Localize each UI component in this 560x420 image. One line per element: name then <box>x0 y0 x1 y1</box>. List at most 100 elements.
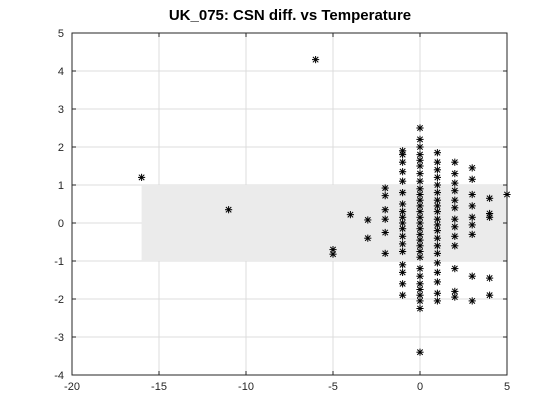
data-point <box>399 232 407 240</box>
data-point <box>486 291 494 299</box>
data-point <box>399 189 407 197</box>
data-point <box>416 170 424 178</box>
data-point <box>381 184 389 192</box>
x-axis-ticks: -20 -15 -10 -5 0 5 <box>64 33 510 393</box>
data-point <box>399 219 407 227</box>
data-point <box>451 187 459 195</box>
data-point <box>433 278 441 286</box>
data-point <box>399 208 407 216</box>
y-tick-label: 3 <box>58 104 64 116</box>
data-point <box>381 215 389 223</box>
data-point <box>433 173 441 181</box>
data-point <box>433 189 441 197</box>
data-point <box>138 173 146 181</box>
data-point <box>399 247 407 256</box>
x-tick-label: -20 <box>64 381 80 393</box>
data-point <box>346 211 354 219</box>
y-tick-label: 5 <box>58 28 64 40</box>
data-point <box>433 181 441 189</box>
data-point <box>451 170 459 178</box>
data-point <box>503 190 511 199</box>
x-tick-label: -15 <box>151 381 167 393</box>
data-point <box>399 200 407 208</box>
data-point <box>399 168 407 176</box>
data-point <box>225 206 233 214</box>
data-point <box>468 190 476 199</box>
y-tick-label: -4 <box>54 370 64 382</box>
data-point <box>451 215 459 223</box>
data-point <box>416 280 424 288</box>
data-point <box>451 196 459 204</box>
data-point <box>433 234 441 242</box>
data-point <box>433 259 441 267</box>
data-point <box>416 291 424 299</box>
data-point <box>416 304 424 313</box>
y-tick-label: -3 <box>54 332 64 344</box>
data-point <box>416 348 424 356</box>
data-point <box>312 56 320 64</box>
data-point <box>433 158 441 166</box>
data-point <box>329 250 337 258</box>
data-point <box>381 249 389 257</box>
data-point <box>416 219 424 227</box>
data-point <box>399 177 407 185</box>
data-point <box>433 208 441 216</box>
data-point <box>486 213 494 221</box>
y-tick-label: 1 <box>58 180 64 192</box>
data-point <box>416 124 424 132</box>
x-tick-label: -10 <box>238 381 254 393</box>
data-point <box>381 192 389 200</box>
data-point <box>451 265 459 273</box>
y-tick-label: -2 <box>54 294 64 306</box>
data-point <box>416 177 424 185</box>
data-point <box>433 242 441 250</box>
data-point <box>433 166 441 174</box>
y-tick-label: 0 <box>58 218 64 230</box>
x-tick-label: 0 <box>417 381 423 393</box>
data-point <box>433 196 441 204</box>
data-point <box>451 179 459 187</box>
data-point <box>381 228 389 237</box>
data-point <box>451 223 459 231</box>
data-point <box>416 135 424 143</box>
data-point <box>329 246 337 254</box>
data-point <box>416 225 424 233</box>
x-tick-label: -5 <box>328 381 338 393</box>
data-point <box>486 274 494 282</box>
data-points <box>138 56 511 356</box>
data-point <box>451 293 459 301</box>
data-point <box>468 221 476 229</box>
y-tick-label: 2 <box>58 142 64 154</box>
data-point <box>486 194 494 202</box>
data-point <box>399 225 407 233</box>
data-point <box>451 204 459 212</box>
data-point <box>416 143 424 151</box>
data-point <box>468 202 476 210</box>
data-point <box>433 297 441 305</box>
data-point <box>416 208 424 216</box>
data-point <box>416 253 424 261</box>
data-point <box>433 268 441 276</box>
plot-area-border <box>71 32 508 376</box>
chart-title: UK_075: CSN diff. vs Temperature <box>169 7 411 24</box>
band-layer <box>141 185 507 261</box>
y-tick-label: -1 <box>54 256 64 268</box>
data-point <box>399 158 407 166</box>
data-point <box>399 291 407 299</box>
data-point <box>433 289 441 297</box>
data-point <box>433 149 441 157</box>
data-point <box>416 242 424 250</box>
data-point <box>416 272 424 280</box>
data-point <box>468 164 476 172</box>
data-point <box>468 213 476 221</box>
data-point <box>468 175 476 183</box>
y-tick-label: 4 <box>58 66 64 78</box>
data-point <box>416 162 424 170</box>
data-point <box>399 151 407 159</box>
data-point <box>451 158 459 166</box>
data-point <box>399 268 407 276</box>
data-point <box>433 249 441 257</box>
data-point <box>433 227 441 235</box>
data-point <box>451 232 459 240</box>
